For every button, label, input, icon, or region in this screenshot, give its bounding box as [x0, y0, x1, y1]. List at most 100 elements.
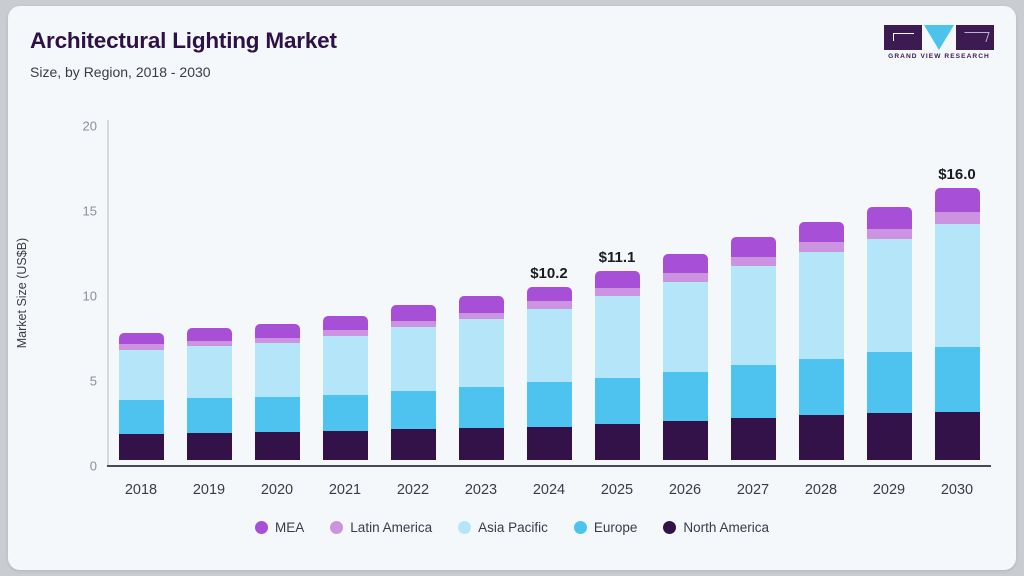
y-axis-tick: 0	[89, 458, 97, 474]
bar-segment[interactable]	[662, 254, 708, 273]
bar-segment[interactable]	[594, 296, 640, 378]
bar-segment[interactable]	[594, 377, 640, 424]
y-axis-tick: 5	[89, 373, 97, 389]
x-axis-tick: 2021	[328, 482, 362, 498]
y-axis-label: Market Size (US$B)	[15, 237, 29, 349]
bar-segment[interactable]	[730, 364, 776, 419]
bar-segment[interactable]	[866, 351, 912, 413]
bar-2022[interactable]	[390, 305, 436, 460]
bar-2026[interactable]	[662, 254, 708, 460]
legend-item-asia-pacific[interactable]: Asia Pacific	[458, 520, 548, 535]
bar-segment[interactable]	[526, 286, 572, 301]
bar-segment[interactable]	[322, 394, 368, 432]
bar-segment[interactable]	[458, 295, 504, 313]
bar-segment[interactable]	[118, 399, 164, 434]
bar-segment[interactable]	[934, 188, 980, 212]
legend-item-mea[interactable]: MEA	[255, 520, 304, 535]
bar-segment[interactable]	[866, 228, 912, 240]
bar-segment[interactable]	[526, 426, 572, 460]
bar-2028[interactable]	[798, 222, 844, 460]
bar-segment[interactable]	[798, 222, 844, 243]
bar-segment[interactable]	[730, 266, 776, 365]
bar-segment[interactable]	[118, 433, 164, 460]
bar-2024[interactable]	[526, 286, 572, 460]
bar-segment[interactable]	[254, 343, 300, 397]
y-axis-tick: 20	[82, 118, 97, 134]
bar-segment[interactable]	[118, 349, 164, 400]
bar-segment[interactable]	[458, 387, 504, 429]
legend-item-europe[interactable]: Europe	[573, 520, 638, 535]
bar-segment[interactable]	[730, 256, 776, 267]
bar-segment[interactable]	[254, 324, 300, 338]
legend-label: Europe	[593, 520, 638, 535]
bar-segment[interactable]	[866, 412, 912, 460]
page-title: Architectural Lighting Market	[30, 28, 337, 53]
x-axis-tick: 2022	[396, 482, 430, 498]
bar-segment[interactable]	[526, 381, 572, 427]
bar-segment[interactable]	[662, 281, 708, 372]
bar-segment[interactable]	[798, 242, 844, 253]
bar-segment[interactable]	[934, 211, 980, 224]
bar-segment[interactable]	[186, 433, 232, 460]
bar-2025[interactable]	[594, 270, 640, 460]
bar-segment[interactable]	[186, 346, 232, 399]
bar-2021[interactable]	[322, 315, 368, 460]
bar-segment[interactable]	[594, 423, 640, 460]
bar-segment[interactable]	[526, 308, 572, 382]
bar-segment[interactable]	[390, 305, 436, 321]
legend-item-north-america[interactable]: North America	[663, 520, 769, 535]
bar-2023[interactable]	[458, 295, 504, 460]
bar-2018[interactable]	[118, 332, 164, 460]
bar-segment[interactable]	[934, 346, 980, 412]
bar-segment[interactable]	[458, 428, 504, 460]
bar-value-label: $16.0	[938, 166, 976, 183]
bar-segment[interactable]	[254, 337, 300, 344]
x-axis-tick: 2030	[940, 482, 974, 498]
bar-segment[interactable]	[526, 300, 572, 309]
bar-segment[interactable]	[730, 237, 776, 257]
legend-swatch-icon	[663, 521, 677, 534]
bar-segment[interactable]	[322, 315, 368, 330]
logo-right-block-icon	[956, 25, 994, 50]
logo-wordmark: GRAND VIEW RESEARCH	[888, 53, 990, 60]
bar-segment[interactable]	[186, 398, 232, 434]
bar-segment[interactable]	[594, 270, 640, 288]
bar-segment[interactable]	[458, 312, 504, 320]
bar-segment[interactable]	[322, 329, 368, 336]
bar-2029[interactable]	[866, 206, 912, 460]
bar-segment[interactable]	[662, 273, 708, 282]
bar-segment[interactable]	[934, 223, 980, 347]
bar-segment[interactable]	[390, 429, 436, 460]
bar-segment[interactable]	[934, 411, 980, 460]
y-axis-tick: 15	[82, 203, 97, 219]
bar-segment[interactable]	[458, 319, 504, 388]
bar-segment[interactable]	[254, 432, 300, 460]
bar-segment[interactable]	[798, 252, 844, 359]
bar-segment[interactable]	[390, 391, 436, 430]
bar-segment[interactable]	[662, 371, 708, 421]
legend-item-latin-america[interactable]: Latin America	[330, 520, 432, 535]
bar-segment[interactable]	[118, 332, 164, 345]
bar-segment[interactable]	[798, 415, 844, 460]
bar-segment[interactable]	[866, 239, 912, 352]
bar-segment[interactable]	[662, 420, 708, 460]
bar-segment[interactable]	[866, 206, 912, 229]
bar-segment[interactable]	[254, 396, 300, 433]
bar-segment[interactable]	[118, 344, 164, 350]
bar-segment[interactable]	[390, 327, 436, 392]
bar-segment[interactable]	[390, 320, 436, 328]
legend-swatch-icon	[573, 521, 587, 534]
page-subtitle: Size, by Region, 2018 - 2030	[30, 64, 211, 80]
bar-segment[interactable]	[322, 335, 368, 395]
bar-segment[interactable]	[322, 431, 368, 460]
bar-segment[interactable]	[186, 328, 232, 341]
bar-segment[interactable]	[798, 358, 844, 416]
bar-segment[interactable]	[730, 418, 776, 460]
bar-2027[interactable]	[730, 237, 776, 460]
legend-label: Asia Pacific	[478, 520, 548, 535]
bar-segment[interactable]	[594, 287, 640, 297]
bar-2020[interactable]	[254, 324, 300, 460]
bar-segment[interactable]	[186, 341, 232, 347]
bar-2019[interactable]	[186, 328, 232, 460]
bar-2030[interactable]	[934, 188, 980, 460]
